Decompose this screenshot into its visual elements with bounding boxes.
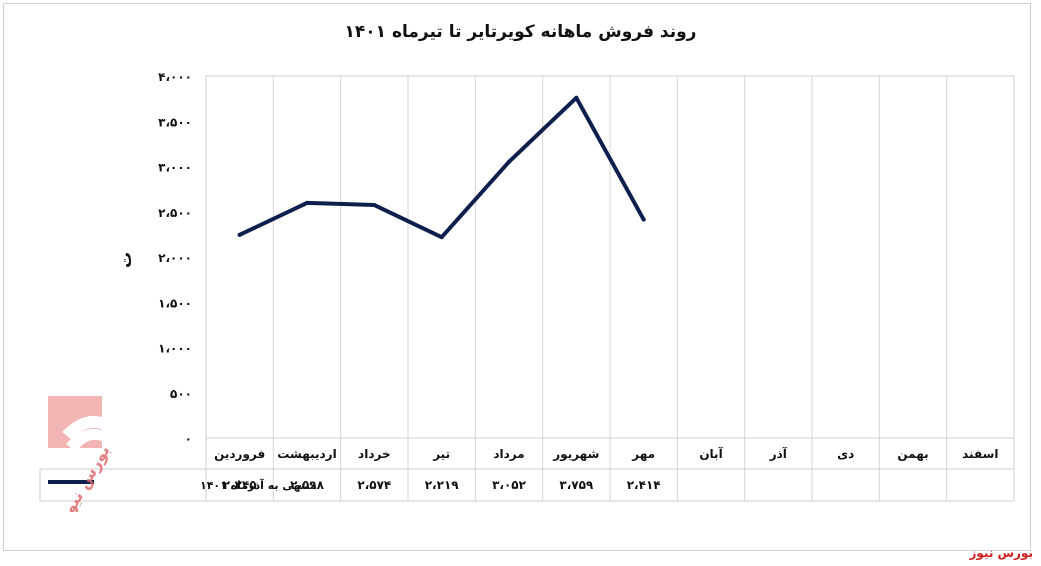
x-category-label: اردیبهشت <box>277 447 336 461</box>
data-table-value: ۲،۵۹۸ <box>290 478 325 492</box>
legend-label: منتهی به آذرماه ۱۴۰۱ <box>200 478 317 492</box>
y-tick-label: ۳،۰۰۰ <box>158 161 192 175</box>
watermark-swoosh <box>62 415 120 440</box>
data-point <box>372 203 377 208</box>
data-table: فروردین اردیبهشت خرداد تیر مرداد شهریور مهر آبا… <box>39 437 1014 502</box>
y-tick-label: ۴،۰۰۰ <box>158 70 192 84</box>
y-tick-label: ۳،۵۰۰ <box>158 115 192 129</box>
source-label: بورس نیوز <box>969 546 1033 560</box>
x-category-label: آذر <box>769 446 788 461</box>
x-category-label: اسفند <box>962 447 998 461</box>
y-tick-label: ۲،۰۰۰ <box>158 251 192 265</box>
watermark-text: بورس نیوز <box>54 442 113 512</box>
data-table-value: ۲،۴۱۴ <box>627 478 661 492</box>
series-layer <box>237 95 646 240</box>
grid-layer <box>205 75 1015 502</box>
chart-title: روند فروش ماهانه کویرتایر تا تیرماه ۱۴۰۱ <box>344 22 697 42</box>
data-point <box>507 159 511 164</box>
y-tick-label: ۲،۵۰۰ <box>158 206 192 220</box>
chart-frame <box>3 3 1031 551</box>
data-point <box>439 235 444 240</box>
watermark-swoosh <box>66 428 118 452</box>
data-point <box>574 95 579 100</box>
x-category-label: خرداد <box>358 447 391 461</box>
data-point <box>641 217 646 222</box>
y-tick-labels: ۰ ۵۰۰ ۱،۰۰۰ ۱،۵۰۰ ۲،۰۰۰ ۲،۵۰۰ ۳،۰۰۰ ۳،۵۰۰ ۴،۰۰۰ <box>158 70 192 446</box>
x-category-label: دی <box>837 447 854 461</box>
x-category-label: مهر <box>631 447 655 461</box>
x-category-label: بهمن <box>897 447 928 461</box>
y-tick-label: ۵۰۰ <box>170 387 192 401</box>
data-table-value: ۲،۲۴۵ <box>223 478 257 492</box>
x-category-label: مرداد <box>493 447 524 461</box>
x-category-label: شهریور <box>552 447 599 462</box>
y-tick-label: ۱،۰۰۰ <box>158 342 192 356</box>
data-table-value: ۳،۰۵۲ <box>492 478 527 492</box>
y-tick-label: ۱،۵۰۰ <box>158 296 192 310</box>
x-category-label: آبان <box>699 446 723 461</box>
x-category-label: فروردین <box>214 447 265 462</box>
data-table-value: ۲،۲۱۹ <box>425 478 460 492</box>
y-axis-label: ت <box>116 252 135 268</box>
watermark-logo: بورس نیوز <box>48 396 120 512</box>
data-table-value: ۳،۷۵۹ <box>559 478 594 492</box>
data-point <box>237 232 242 237</box>
data-point <box>305 200 309 205</box>
series-line <box>237 95 646 240</box>
y-tick-label: ۰ <box>185 432 192 446</box>
data-table-value: ۲،۵۷۴ <box>357 478 391 492</box>
x-category-label: تیر <box>432 447 450 461</box>
